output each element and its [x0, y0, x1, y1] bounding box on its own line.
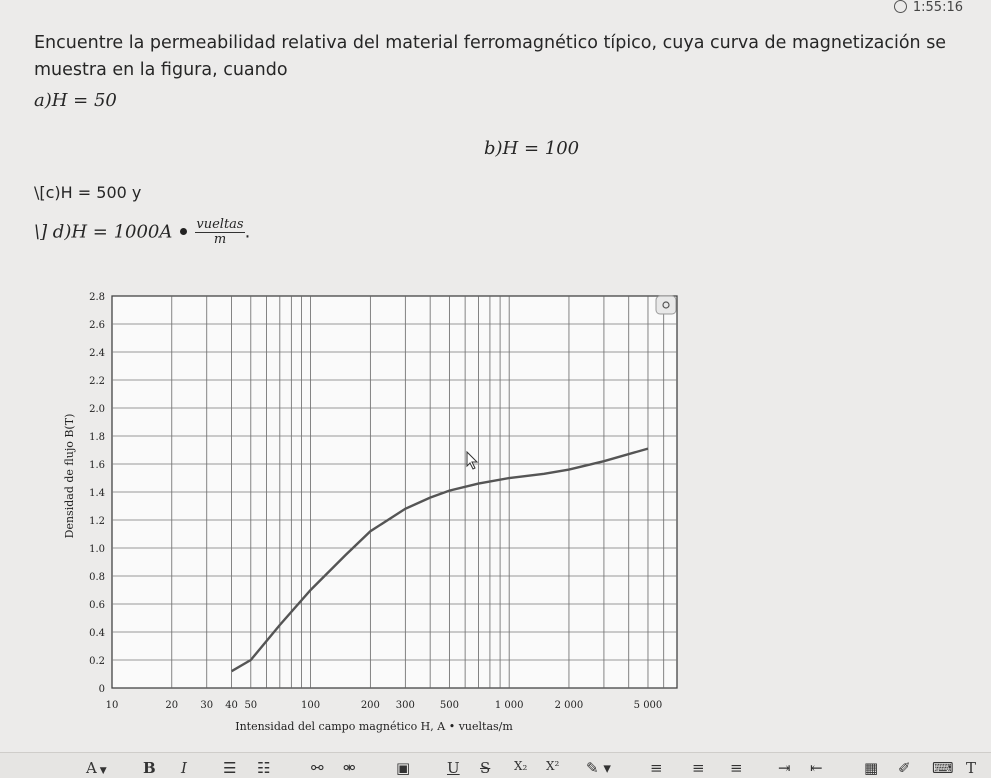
subscript-button[interactable]: X₂	[514, 759, 528, 773]
align-right-icon[interactable]: ≡	[730, 759, 743, 777]
y-tick-label: 1.4	[89, 488, 105, 499]
timer: 1:55:16	[893, 0, 963, 15]
y-tick-label: 0	[99, 684, 105, 695]
x-tick-label: 20	[165, 700, 178, 711]
y-tick-label: 0.2	[89, 656, 105, 667]
keyboard-icon[interactable]: ⌨	[932, 759, 954, 777]
clock-icon	[893, 0, 907, 13]
question-prompt: Encuentre la permeabilidad relativa del …	[34, 33, 947, 80]
part-d: \] d)H = 1000A vueltas m.	[34, 218, 250, 247]
table-icon[interactable]: ▦	[864, 759, 879, 777]
strikethrough-button[interactable]: S	[480, 759, 491, 777]
y-tick-label: 1.0	[89, 544, 105, 555]
unlink-icon[interactable]: ⚮	[343, 759, 356, 777]
outdent-icon[interactable]: ⇤	[810, 759, 823, 777]
x-tick-label: 100	[301, 700, 320, 711]
x-tick-label: 200	[361, 700, 380, 711]
fraction: vueltas m	[195, 217, 245, 247]
y-tick-labels: 0 0.2 0.4 0.6 0.8 1.0 1.2 1.4 1.6 1.8 2.0 2.2 2.4 2.6…	[89, 292, 105, 695]
part-a: a)H = 50	[34, 90, 117, 111]
fraction-denominator: m	[213, 232, 227, 247]
link-icon[interactable]: ⚯	[311, 759, 324, 777]
y-tick-label: 1.2	[89, 516, 105, 527]
chevron-down-icon: ▼	[96, 766, 107, 776]
y-tick-label: 1.6	[89, 460, 105, 471]
expand-icon[interactable]	[655, 295, 677, 315]
x-tick-label: 300	[396, 700, 415, 711]
superscript-button[interactable]: X²	[546, 759, 560, 773]
x-tick-label: 1 000	[495, 700, 524, 711]
text-color-icon[interactable]: ✎ ▾	[586, 759, 611, 777]
cursor-icon	[466, 450, 479, 470]
x-axis-label: Intensidad del campo magnético H, A • vu…	[235, 720, 513, 733]
x-tick-label: 5 000	[634, 700, 663, 711]
y-tick-label: 0.6	[89, 600, 105, 611]
bold-button[interactable]: B	[143, 759, 156, 777]
part-c: \[c)H = 500 y	[34, 183, 142, 202]
x-tick-label: 30	[200, 700, 213, 711]
part-b: b)H = 100	[484, 138, 580, 159]
numbered-list-icon[interactable]: ☷	[257, 759, 271, 777]
y-tick-label: 2.4	[89, 348, 105, 359]
italic-button[interactable]: I	[181, 759, 187, 777]
x-tick-label: 40	[225, 700, 238, 711]
align-center-icon[interactable]: ≡	[692, 759, 705, 777]
draw-icon[interactable]: ✐	[898, 759, 911, 777]
y-tick-label: 2.0	[89, 404, 105, 415]
x-tick-labels: 10 20 30 40 50 100 200 300 500 1 000 2 000 5 000	[106, 700, 663, 711]
y-tick-label: 2.2	[89, 376, 105, 387]
x-tick-label: 50	[244, 700, 257, 711]
x-tick-label: 2 000	[555, 700, 584, 711]
bullet-icon	[180, 227, 188, 235]
font-size-button[interactable]: A ▼	[86, 759, 107, 777]
underline-button[interactable]: U	[447, 759, 460, 777]
x-tick-label: 10	[106, 700, 119, 711]
editor-toolbar: A ▼ B I ☰ ☷ ⚯ ⚮ ▣ U S X₂ X² ✎ ▾ ≡ ≡ ≡ ⇥ …	[0, 752, 991, 778]
part-d-prefix: \] d)H = 1000A	[34, 221, 173, 243]
y-tick-label: 1.8	[89, 432, 105, 443]
indent-icon[interactable]: ⇥	[778, 759, 791, 777]
y-tick-label: 2.6	[89, 320, 105, 331]
align-left-icon[interactable]: ≡	[650, 759, 663, 777]
bullet-list-icon[interactable]: ☰	[223, 759, 237, 777]
x-tick-label: 500	[440, 700, 459, 711]
magnetization-curve	[230, 447, 649, 673]
y-tick-label: 2.8	[89, 292, 105, 303]
image-icon[interactable]: ▣	[396, 759, 411, 777]
clear-format-icon[interactable]: T	[966, 759, 977, 777]
y-axis-label: Densidad de flujo B(T)	[63, 414, 76, 539]
chart-grid	[111, 295, 678, 689]
part-d-suffix: .	[244, 221, 251, 243]
y-tick-label: 0.4	[89, 628, 105, 639]
fraction-numerator: vueltas	[195, 217, 245, 233]
y-tick-label: 0.8	[89, 572, 105, 583]
